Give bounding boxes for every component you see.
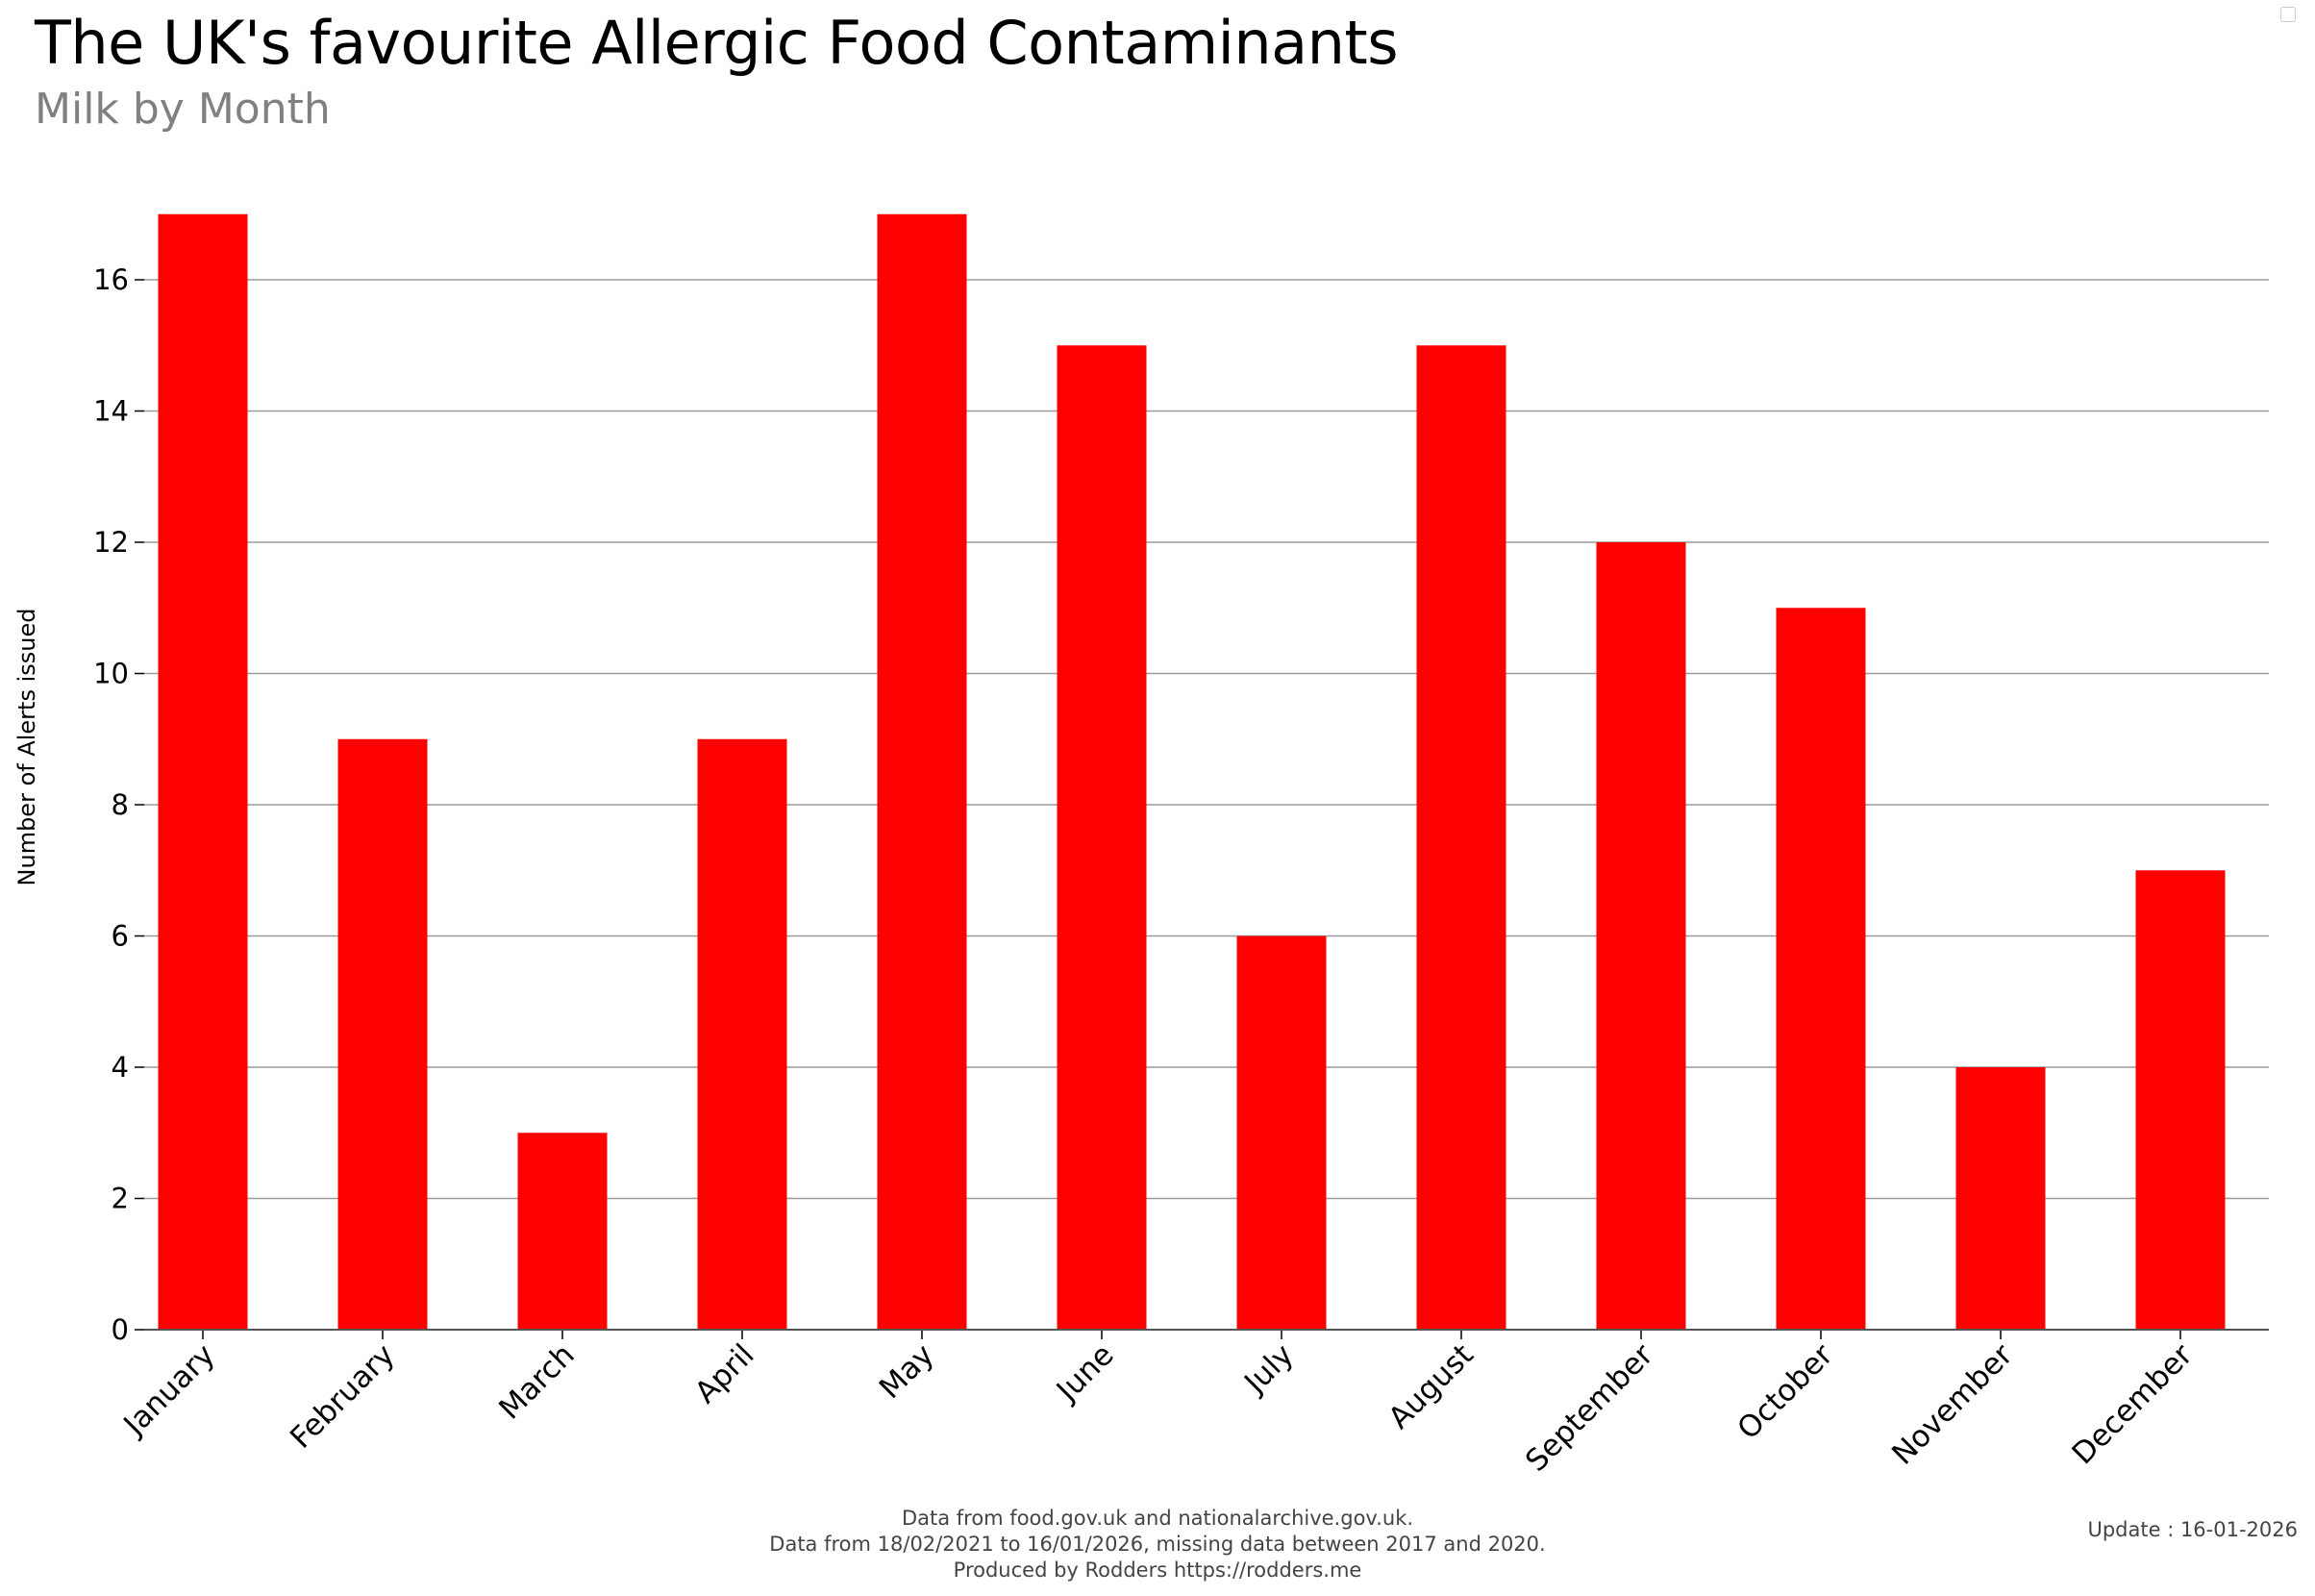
y-tick-label: 12 [93,526,129,559]
bar-march [517,1133,608,1330]
gridlines [144,279,2269,1200]
x-tick-label: August [1382,1337,1480,1435]
bar-december [2135,870,2226,1330]
x-tick-label: July [1236,1337,1300,1401]
footer-date-range: Data from 18/02/2021 to 16/01/2026, miss… [769,1533,1546,1556]
x-tick-label: December [2066,1337,2200,1471]
bar-august [1416,345,1506,1330]
y-tick-label: 2 [112,1183,129,1215]
bar-november [1955,1067,2046,1330]
x-tick-label: April [688,1337,761,1410]
x-tick-label: November [1885,1337,2020,1472]
y-tick-label: 10 [93,658,129,690]
y-tick-label: 0 [112,1313,129,1346]
footer-source: Data from food.gov.uk and nationalarchiv… [901,1507,1414,1530]
y-tick-label: 14 [93,395,129,428]
footer-credit: Produced by Rodders https://rodders.me [953,1559,1362,1582]
bar-may [877,213,967,1330]
y-tick-label: 6 [112,920,129,953]
chart-subtitle: Milk by Month [35,85,331,134]
update-date: Update : 16-01-2026 [2087,1518,2298,1541]
bar-october [1776,608,1866,1330]
x-tick-label: October [1730,1337,1839,1446]
bar-january [158,213,248,1330]
x-tick-label: March [492,1337,581,1426]
bar-september [1596,542,1686,1330]
x-tick-label: May [873,1337,941,1406]
y-tick-label: 8 [112,788,129,821]
x-tick-label: January [116,1337,222,1443]
axes [135,279,2269,1339]
bars [158,213,2226,1330]
bar-april [697,738,787,1330]
x-tick-label: September [1519,1337,1660,1479]
bar-june [1057,345,1147,1330]
x-tick-label: February [284,1337,402,1456]
y-tick-label: 4 [112,1051,129,1084]
chart-title: The UK's favourite Allergic Food Contami… [35,8,1399,78]
footer: Data from food.gov.uk and nationalarchiv… [677,1506,1638,1584]
y-axis-label: Number of Alerts issued [13,609,40,886]
toggle-checkbox[interactable] [2280,7,2296,22]
x-tick-label: June [1049,1337,1121,1409]
y-tick-labels: 0 2 4 6 8 10 12 14 16 [93,263,129,1346]
y-tick-label: 16 [93,263,129,296]
x-tick-labels: January February March April May June July Augu… [116,1337,2200,1479]
bar-february [337,738,428,1330]
bar-july [1236,935,1327,1330]
